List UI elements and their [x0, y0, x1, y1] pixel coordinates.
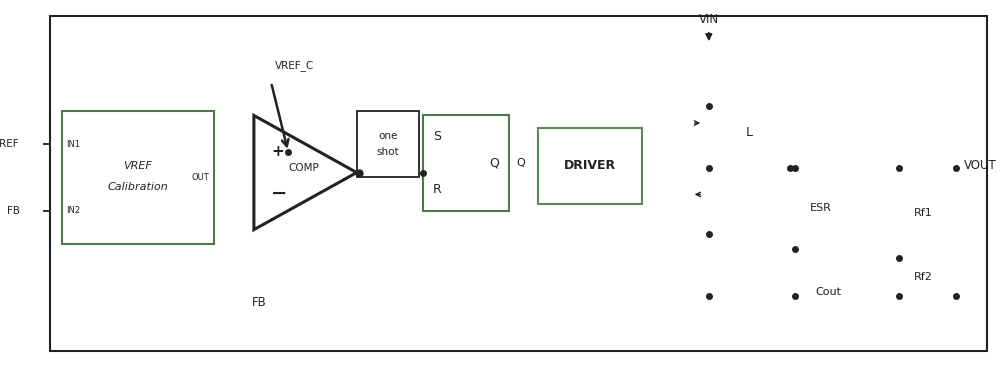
Bar — [538, 128, 642, 204]
Text: Q: Q — [490, 157, 499, 170]
Bar — [357, 111, 419, 177]
Text: Rf2: Rf2 — [913, 272, 932, 282]
Text: VREF: VREF — [123, 161, 152, 171]
Bar — [62, 111, 214, 244]
Text: Rf1: Rf1 — [913, 208, 932, 218]
Text: L: L — [746, 126, 753, 139]
Polygon shape — [254, 116, 357, 230]
Text: VREF_C: VREF_C — [275, 60, 314, 71]
Text: one: one — [378, 131, 397, 141]
Text: COMP: COMP — [288, 163, 319, 173]
Text: shot: shot — [376, 146, 399, 157]
Text: Calibration: Calibration — [107, 182, 168, 192]
Text: Cout: Cout — [815, 287, 841, 298]
Text: IN1: IN1 — [66, 139, 81, 149]
Bar — [423, 116, 509, 211]
Text: +: + — [271, 144, 284, 159]
Text: S: S — [433, 130, 441, 143]
Text: DRIVER: DRIVER — [564, 159, 616, 172]
Text: ESR: ESR — [810, 203, 832, 213]
Text: VIN: VIN — [699, 13, 719, 26]
Text: FB: FB — [7, 206, 20, 216]
Text: VREF: VREF — [0, 139, 20, 149]
Text: VOUT: VOUT — [964, 159, 997, 172]
Text: IN2: IN2 — [66, 206, 81, 215]
Text: FB: FB — [252, 297, 267, 309]
Text: OUT: OUT — [191, 173, 209, 182]
Text: R: R — [433, 183, 442, 196]
Text: −: − — [271, 184, 287, 203]
Text: Q: Q — [517, 158, 525, 168]
